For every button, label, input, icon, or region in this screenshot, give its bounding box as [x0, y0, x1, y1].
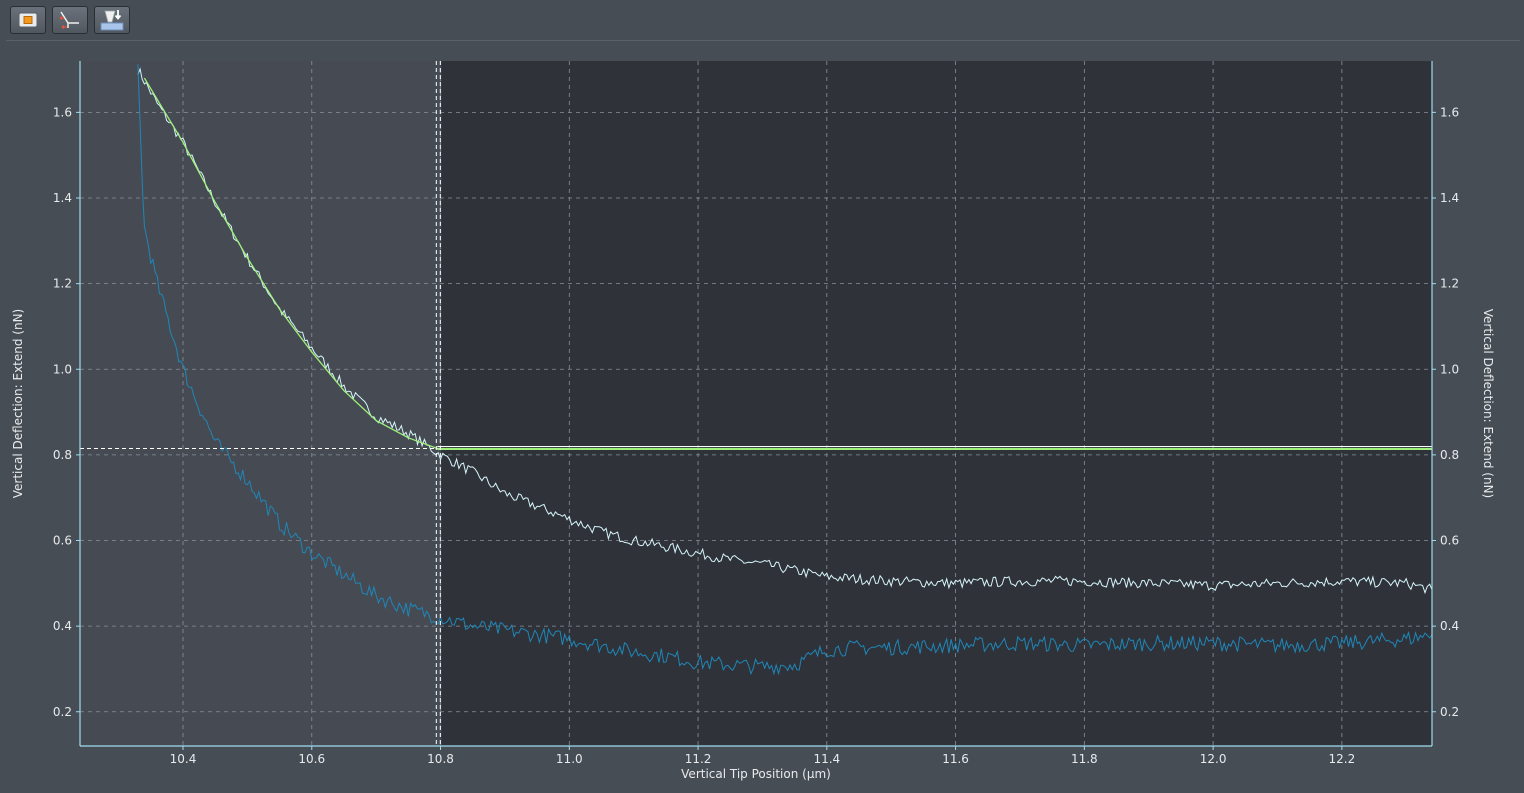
y-tick-label: 1.6	[1440, 105, 1459, 119]
y-tick-label: 1.2	[1440, 277, 1459, 291]
x-tick-label: 10.8	[427, 752, 454, 766]
x-tick-label: 11.4	[813, 752, 840, 766]
y-tick-label: 0.4	[53, 619, 72, 633]
stop-button[interactable]	[10, 6, 46, 34]
y-tick-label: 1.0	[1440, 362, 1459, 376]
x-tick-label: 11.2	[685, 752, 712, 766]
y-tick-label: 0.4	[1440, 619, 1459, 633]
force-curve-chart[interactable]: 10.4 10.6 10.8 11.0 11.2 11.4 11.6 11.8 12.0 12.2…	[6, 41, 1520, 791]
contact-guides	[80, 61, 1432, 746]
series-fit-line	[143, 77, 1432, 450]
axes	[79, 61, 1433, 747]
y-tick-label: 0.2	[53, 705, 72, 719]
y-axis-label-right: Vertical Deflection: Extend (nN)	[1481, 309, 1495, 499]
x-tick-label: 10.6	[298, 752, 325, 766]
x-tick-label: 11.8	[1071, 752, 1098, 766]
series-retract-line	[137, 64, 1433, 676]
y-tick-labels-left: 0.2 0.4 0.6 0.8 1.0 1.2 1.4 1.6	[53, 105, 80, 719]
y-tick-label: 1.4	[1440, 191, 1459, 205]
x-tick-label: 12.0	[1200, 752, 1227, 766]
stop-icon	[18, 12, 38, 28]
y-tick-label: 1.4	[53, 191, 72, 205]
x-axis-label: Vertical Tip Position (µm)	[681, 767, 831, 781]
y-tick-label: 1.6	[53, 105, 72, 119]
y-tick-labels-right: 0.2 0.4 0.6 0.8 1.0 1.2 1.4 1.6	[1432, 105, 1459, 719]
y-tick-label: 0.2	[1440, 705, 1459, 719]
plot-background-unselected	[80, 61, 438, 746]
y-tick-label: 0.8	[1440, 448, 1459, 462]
y-tick-label: 0.6	[53, 534, 72, 548]
x-tick-label: 10.4	[170, 752, 197, 766]
y-axis-label-left: Vertical Deflection: Extend (nN)	[11, 309, 25, 499]
series-extend-line	[137, 67, 1433, 595]
y-tick-label: 1.2	[53, 277, 72, 291]
toolbar	[10, 6, 130, 34]
x-tick-label: 11.6	[942, 752, 969, 766]
y-tick-label: 1.0	[53, 362, 72, 376]
x-tick-label: 11.0	[556, 752, 583, 766]
contact-point-button[interactable]	[52, 6, 88, 34]
series-layer	[137, 64, 1433, 676]
x-tick-label: 12.2	[1329, 752, 1356, 766]
indent-download-button[interactable]	[94, 6, 130, 34]
indent-download-icon	[100, 10, 124, 31]
x-tick-labels: 10.4 10.6 10.8 11.0 11.2 11.4 11.6 11.8 12.0 12.2	[170, 746, 1356, 766]
y-tick-label: 0.8	[53, 448, 72, 462]
contact-point-icon	[59, 11, 79, 29]
chart-panel: 10.4 10.6 10.8 11.0 11.2 11.4 11.6 11.8 12.0 12.2…	[6, 40, 1520, 791]
plot-background-selected	[441, 61, 1432, 746]
grid	[80, 61, 1432, 746]
y-tick-label: 0.6	[1440, 534, 1459, 548]
